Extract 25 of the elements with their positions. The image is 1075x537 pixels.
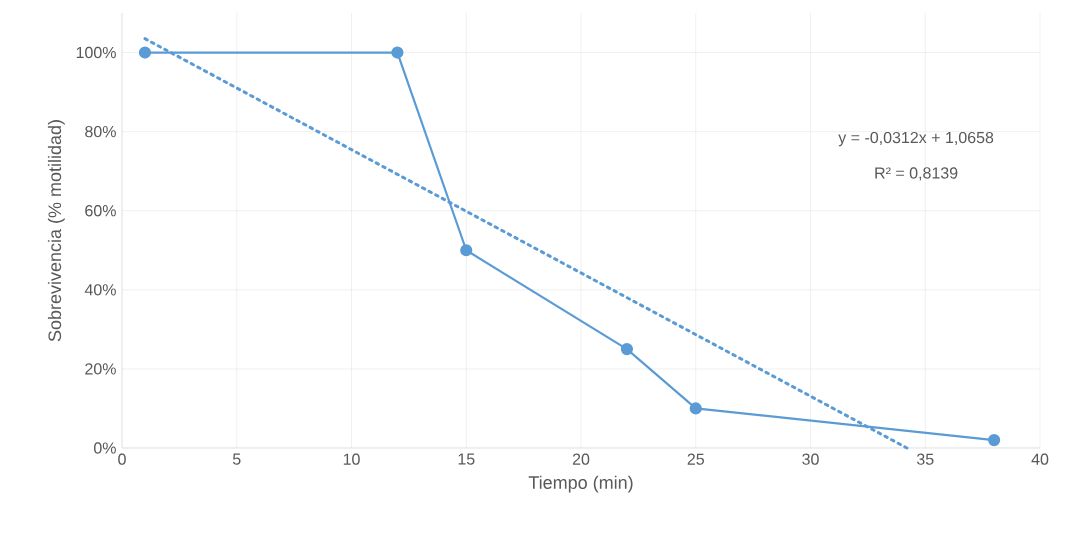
y-axis-title: Sobrevivencia (% motilidad)	[47, 120, 65, 342]
x-tick-label: 25	[687, 453, 704, 465]
y-tick-label: 40%	[84, 284, 116, 296]
x-tick-label: 20	[572, 453, 590, 465]
point	[391, 46, 404, 59]
point	[460, 244, 473, 257]
point	[138, 46, 152, 59]
y-tick-label: 100%	[76, 46, 116, 59]
annotation: y = -0,0312x + 1,0658	[838, 131, 994, 147]
x-tick-label: 30	[802, 453, 819, 465]
point	[988, 433, 1001, 447]
x-tick-label: 10	[343, 453, 360, 465]
point	[689, 402, 702, 415]
y-tick-label: 60%	[85, 205, 116, 217]
x-axis-title: Tiempo (min)	[528, 475, 633, 493]
x-tick-label: 15	[458, 453, 475, 465]
annotation: R² = 0,8139	[875, 167, 958, 181]
x-tick-label: 40	[1031, 453, 1049, 465]
x-tick-label: 0	[118, 453, 126, 465]
y-tick-label: 80%	[85, 125, 116, 138]
y-tick-label: 20%	[85, 363, 116, 375]
point	[620, 343, 634, 356]
x-tick-label: 35	[916, 453, 934, 465]
x-tick-label: 5	[232, 453, 241, 465]
y-tick-label: 0%	[93, 442, 116, 454]
